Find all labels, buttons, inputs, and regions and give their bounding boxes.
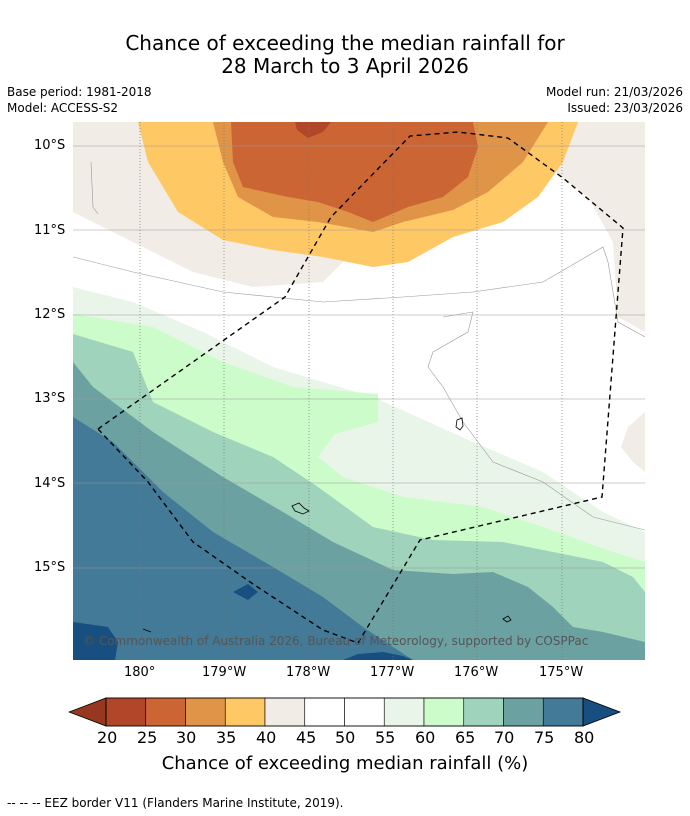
region-40-45-east bbox=[621, 412, 645, 472]
colorbar-cells bbox=[105, 697, 584, 727]
issued-date: Issued: 23/03/2026 bbox=[567, 101, 683, 115]
colorbar-tick-35: 35 bbox=[216, 728, 237, 747]
eez-legend-note: -- -- -- EEZ border V11 (Flanders Marine… bbox=[7, 796, 344, 810]
region-20-25 bbox=[295, 122, 331, 138]
colorbar-cell-75 bbox=[542, 697, 584, 727]
lat-label-10s: 10°S bbox=[34, 138, 66, 153]
colorbar-cell-45 bbox=[304, 697, 345, 727]
region-over-80-b bbox=[233, 584, 258, 600]
colorbar-tick-55: 55 bbox=[375, 728, 396, 747]
colorbar-tick-65: 65 bbox=[455, 728, 476, 747]
lon-label-175w: 175°W bbox=[539, 665, 584, 680]
lon-label-179w: 179°W bbox=[202, 665, 247, 680]
colorbar-tick-40: 40 bbox=[256, 728, 277, 747]
region-75-80 bbox=[73, 417, 413, 660]
lon-label-178w: 178°W bbox=[286, 665, 331, 680]
lon-label-176w: 176°W bbox=[454, 665, 499, 680]
lat-label-13s: 13°S bbox=[34, 391, 66, 406]
model-name: Model: ACCESS-S2 bbox=[7, 101, 119, 115]
chart-title-line2: 28 March to 3 April 2026 bbox=[221, 54, 469, 78]
colorbar-cell-40 bbox=[264, 697, 306, 727]
contour-lines bbox=[73, 161, 645, 531]
colorbar-frame bbox=[105, 697, 584, 727]
colorbar-tick-50: 50 bbox=[335, 728, 356, 747]
lat-label-12s: 12°S bbox=[34, 307, 66, 322]
lat-label-15s: 15°S bbox=[34, 560, 66, 575]
island-b bbox=[291, 502, 310, 515]
colorbar-tick-75: 75 bbox=[534, 728, 555, 747]
island-d bbox=[142, 628, 152, 633]
graticule bbox=[73, 122, 645, 660]
lon-label-177w: 177°W bbox=[370, 665, 415, 680]
colorbar-cell-20 bbox=[105, 697, 147, 727]
rainfall-map: © Commonwealth of Australia 2026, Bureau… bbox=[73, 122, 645, 660]
lon-label-180: 180° bbox=[124, 665, 156, 680]
colorbar-tick-60: 60 bbox=[415, 728, 436, 747]
region-over-80-c bbox=[343, 652, 413, 660]
colorbar-over-arrow bbox=[582, 697, 622, 727]
model-run: Model run: 21/03/2026 bbox=[545, 85, 683, 99]
colorbar-cell-70 bbox=[503, 697, 544, 727]
islands bbox=[142, 417, 512, 633]
lat-label-11s: 11°S bbox=[34, 223, 66, 238]
copyright-text: © Commonwealth of Australia 2026, Bureau… bbox=[83, 634, 588, 648]
region-25-30 bbox=[231, 122, 478, 222]
lat-label-14s: 14°S bbox=[34, 476, 66, 491]
colorbar-under-arrow bbox=[68, 697, 107, 727]
base-period: Base period: 1981-2018 bbox=[7, 85, 152, 99]
colorbar-cell-65 bbox=[463, 697, 504, 727]
colorbar-tick-20: 20 bbox=[97, 728, 118, 747]
eez-border bbox=[96, 131, 624, 644]
chart-title-line1: Chance of exceeding the median rainfall … bbox=[125, 31, 565, 55]
colorbar-cell-25 bbox=[145, 697, 186, 727]
island-a bbox=[455, 417, 464, 431]
colorbar-cell-60 bbox=[423, 697, 465, 727]
colorbar-label: Chance of exceeding median rainfall (%) bbox=[161, 753, 529, 774]
island-c bbox=[502, 615, 512, 623]
colorbar-tick-30: 30 bbox=[176, 728, 197, 747]
colorbar-tick-70: 70 bbox=[494, 728, 515, 747]
colorbar-cell-30 bbox=[185, 697, 226, 727]
colorbar-cell-50 bbox=[344, 697, 385, 727]
region-over-80 bbox=[73, 622, 118, 660]
colorbar-tick-25: 25 bbox=[137, 728, 158, 747]
colorbar bbox=[68, 697, 622, 727]
colorbar-tick-45: 45 bbox=[296, 728, 317, 747]
colorbar-cell-35 bbox=[224, 697, 266, 727]
colorbar-tick-80: 80 bbox=[574, 728, 595, 747]
colorbar-cell-55 bbox=[383, 697, 425, 727]
